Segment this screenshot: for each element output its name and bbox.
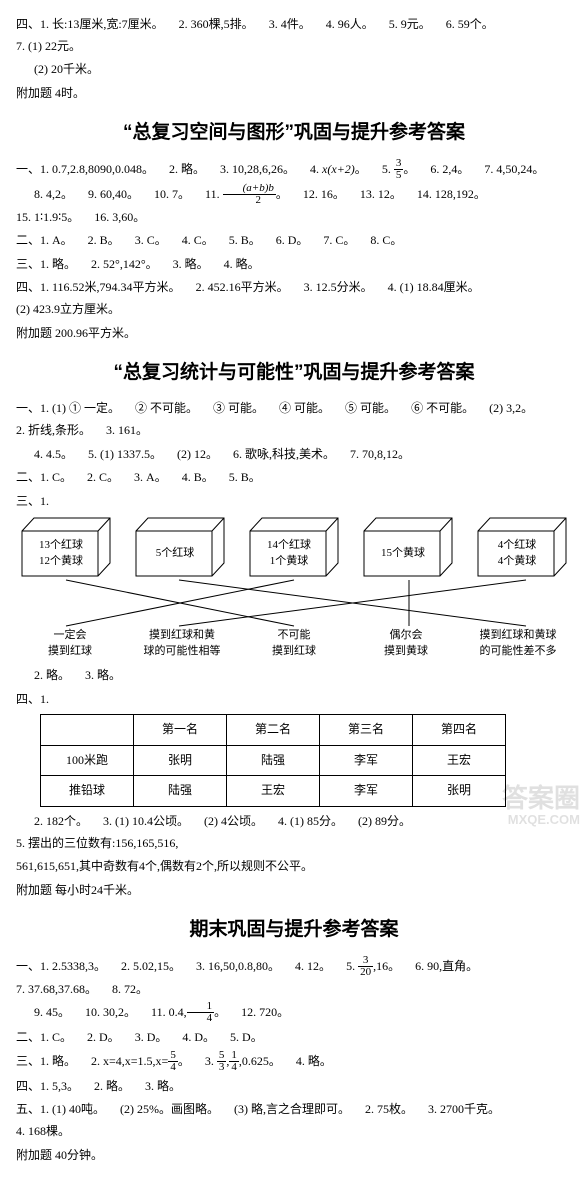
t1-3: 4. 96人。 — [326, 17, 374, 31]
box-item: 5个红球 — [134, 516, 226, 578]
sec2-row6-prefix: 四、1. — [16, 689, 572, 711]
matching-boxes: 13个红球12个黄球 5个红球 14个红球1个黄球 15个黄球 4个红球4个黄球 — [16, 516, 572, 578]
s1r1-0: 一、1. 0.7,2.8,8090,0.048。 — [16, 162, 154, 176]
s1r1-2: 3. 10,28,6,26。 — [220, 162, 295, 176]
sec2-row5: 2. 略。 3. 略。 — [16, 665, 572, 687]
sec3-row2: 9. 45。 10. 30,2。 11. 0.4,14。 12. 720。 — [16, 1002, 572, 1025]
box-item: 14个红球1个黄球 — [248, 516, 340, 578]
sec3-row3: 二、1. C。 2. D。 3. D。 4. D。 5. D。 — [16, 1027, 572, 1049]
match-label: 不可能摸到红球 — [242, 628, 346, 659]
s1r2-7: 15. 1∶1.9∶5。 — [16, 210, 79, 224]
sec2-row3: 二、1. C。 2. C。 3. A。 4. B。 5. B。 — [16, 467, 572, 489]
s1r2-1: 9. 60,40。 — [88, 187, 139, 201]
t1-6: 7. (1) 22元。 — [16, 39, 81, 53]
sec1-row2: 8. 4,2。 9. 60,40。 10. 7。 11. (a+b)b2。 12… — [16, 184, 572, 229]
t1-1: 2. 360棵,5排。 — [179, 17, 254, 31]
box-item: 13个红球12个黄球 — [20, 516, 112, 578]
sec1-row4: 三、1. 略。 2. 52°,142°。 3. 略。 4. 略。 — [16, 254, 572, 276]
t1-0: 四、1. 长:13厘米,宽:7厘米。 — [16, 17, 164, 31]
s1r1-6: 7. 4,50,24。 — [484, 162, 544, 176]
s1r1-4: 5. 35。 — [382, 162, 416, 176]
sec1-title: “总复习空间与图形”巩固与提升参考答案 — [16, 116, 572, 150]
s1r2-5: 13. 12。 — [360, 187, 402, 201]
sec2-row1: 一、1. (1) ① 一定。 ② 不可能。 ③ 可能。 ④ 可能。 ⑤ 可能。 … — [16, 398, 572, 441]
box-item: 4个红球4个黄球 — [476, 516, 568, 578]
s1r2-0: 8. 4,2。 — [34, 187, 73, 201]
top-line3: 附加题 4时。 — [16, 83, 572, 105]
sec3-row5: 四、1. 5,3。 2. 略。 3. 略。 — [16, 1076, 572, 1098]
sec2-row2: 4. 4.5。 5. (1) 1337.5。 (2) 12。 6. 歌咏,科技,… — [16, 444, 572, 466]
sec3-row4: 三、1. 略。 2. x=4,x=1.5,x=54。 3. 53,14,0.62… — [16, 1051, 572, 1074]
match-label: 偶尔会摸到黄球 — [354, 628, 458, 659]
top-line2: (2) 20千米。 — [16, 59, 572, 81]
sec1-row6: 附加题 200.96平方米。 — [16, 323, 572, 345]
t1-4: 5. 9元。 — [389, 17, 431, 31]
s1r1-5: 6. 2,4。 — [430, 162, 469, 176]
t1-2: 3. 4件。 — [269, 17, 311, 31]
sec2-title: “总复习统计与可能性”巩固与提升参考答案 — [16, 356, 572, 390]
s1r1-3: 4. x(x+2)。 — [310, 162, 367, 176]
table-row: 推铅球 陆强 王宏 李军 张明 — [41, 776, 506, 807]
sec1-row3: 二、1. A。 2. B。 3. C。 4. C。 5. B。 6. D。 7.… — [16, 230, 572, 252]
sec3-row6: 五、1. (1) 40吨。 (2) 25%。画图略。 (3) 略,言之合理即可。… — [16, 1099, 572, 1142]
top-line1: 四、1. 长:13厘米,宽:7厘米。 2. 360棵,5排。 3. 4件。 4.… — [16, 14, 572, 57]
sec1-row1: 一、1. 0.7,2.8,8090,0.048。 2. 略。 3. 10,28,… — [16, 159, 572, 182]
match-label: 摸到红球和黄球的可能性差不多 — [466, 628, 570, 659]
box-item: 15个黄球 — [362, 516, 454, 578]
sec2-row4-prefix: 三、1. — [16, 491, 572, 513]
sec3-row1: 一、1. 2.5338,3。 2. 5.02,15。 3. 16,50,0.8,… — [16, 956, 572, 1001]
s1r2-8: 16. 3,60。 — [94, 210, 145, 224]
s1r2-4: 12. 16。 — [303, 187, 345, 201]
match-label: 一定会摸到红球 — [18, 628, 122, 659]
sec2-row7b: 561,615,651,其中奇数有4个,偶数有2个,所以规则不公平。 — [16, 856, 572, 878]
frac: 35 — [394, 158, 404, 181]
table-row: 100米跑 张明 陆强 李军 王宏 — [41, 745, 506, 776]
s1r1-1: 2. 略。 — [169, 162, 205, 176]
sec2-row8: 附加题 每小时24千米。 — [16, 880, 572, 902]
rank-table: 第一名 第二名 第三名 第四名 100米跑 张明 陆强 李军 王宏 推铅球 陆强… — [40, 714, 506, 807]
s1r2-6: 14. 128,192。 — [417, 187, 486, 201]
s1r2-3: 11. (a+b)b2。 — [205, 187, 288, 201]
sec1-row5: 四、1. 116.52米,794.34平方米。 2. 452.16平方米。 3.… — [16, 277, 572, 320]
s1r2-2: 10. 7。 — [154, 187, 190, 201]
sec3-row7: 附加题 40分钟。 — [16, 1145, 572, 1167]
matching-labels: 一定会摸到红球摸到红球和黄球的可能性相等不可能摸到红球偶尔会摸到黄球摸到红球和黄… — [16, 628, 572, 659]
frac2: (a+b)b2 — [223, 183, 276, 206]
sec3-title: 期末巩固与提升参考答案 — [16, 913, 572, 947]
table-row: 第一名 第二名 第三名 第四名 — [41, 715, 506, 746]
matching-lines — [16, 578, 572, 628]
match-label: 摸到红球和黄球的可能性相等 — [130, 628, 234, 659]
t1-5: 6. 59个。 — [446, 17, 494, 31]
